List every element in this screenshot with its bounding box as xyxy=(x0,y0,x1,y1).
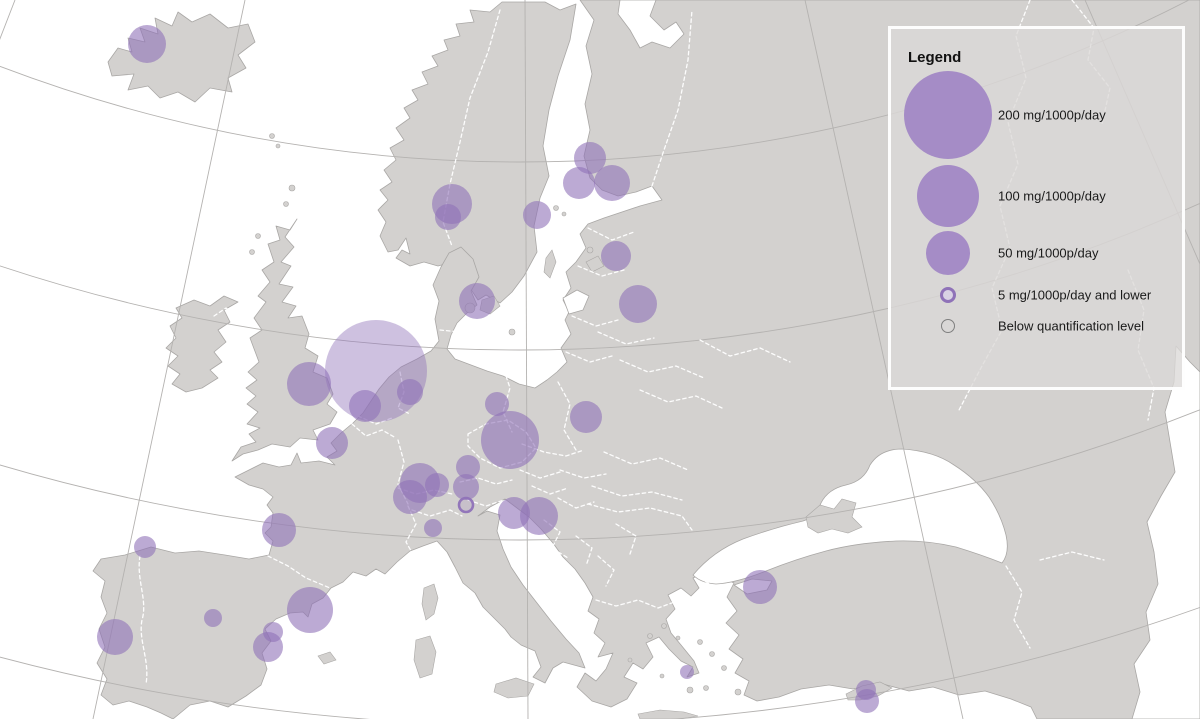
consumption-bubble xyxy=(743,570,777,604)
consumption-bubble xyxy=(393,480,427,514)
consumption-bubble xyxy=(287,587,333,633)
legend-item-label: Below quantification level xyxy=(998,318,1144,334)
aland-2 xyxy=(561,211,567,217)
consumption-bubble xyxy=(316,427,348,459)
consumption-bubble xyxy=(287,362,331,406)
land-scandinavia xyxy=(377,1,577,304)
sardinia xyxy=(413,635,437,679)
consumption-bubble xyxy=(97,619,133,655)
legend-item-label: 5 mg/1000p/day and lower xyxy=(998,287,1152,303)
consumption-bubble xyxy=(563,167,595,199)
land-ireland xyxy=(165,295,239,393)
saaremaa xyxy=(585,255,605,273)
aegean-1 xyxy=(647,633,653,639)
consumption-bubble xyxy=(397,379,423,405)
consumption-bubble xyxy=(574,142,606,174)
hebrides-1 xyxy=(255,233,261,239)
aegean-6 xyxy=(686,686,694,694)
consumption-bubble xyxy=(601,241,631,271)
gotland xyxy=(543,249,557,279)
consumption-bubble xyxy=(435,204,461,230)
hebrides-2 xyxy=(249,249,255,255)
crimea-peninsula xyxy=(805,498,863,534)
legend-item-label: 200 mg/1000p/day xyxy=(998,107,1106,123)
consumption-bubble xyxy=(456,455,480,479)
white-sea xyxy=(617,0,685,49)
aegean-2 xyxy=(661,623,667,629)
legend-filled-circle xyxy=(904,71,992,159)
legend-title: Legend xyxy=(908,49,962,66)
aegean-7 xyxy=(703,685,709,691)
bornholm xyxy=(508,328,516,336)
legend-filled-circle xyxy=(926,231,970,275)
shetland xyxy=(288,184,296,192)
consumption-bubble xyxy=(570,401,602,433)
aegean-4 xyxy=(697,639,703,645)
aegean-3 xyxy=(675,635,681,641)
consumption-bubble xyxy=(485,392,509,416)
aegean-5 xyxy=(709,651,715,657)
consumption-bubble xyxy=(253,632,283,662)
consumption-bubble xyxy=(523,201,551,229)
consumption-bubble xyxy=(855,689,879,713)
caspian-sea xyxy=(1131,345,1200,719)
legend-filled-circle xyxy=(917,165,979,227)
consumption-bubble xyxy=(262,513,296,547)
consumption-bubble xyxy=(619,285,657,323)
orkney xyxy=(283,201,289,207)
legend-item-label: 100 mg/1000p/day xyxy=(998,188,1106,204)
consumption-bubble xyxy=(520,497,558,535)
legend-panel: Legend 200 mg/1000p/day 100 mg/1000p/day 5… xyxy=(888,26,1185,390)
consumption-bubble xyxy=(594,165,630,201)
faroe-2 xyxy=(275,143,281,149)
aegean-10 xyxy=(627,657,633,663)
consumption-bubble xyxy=(349,390,381,422)
legend-item-label: 50 mg/1000p/day xyxy=(998,245,1099,261)
consumption-bubbles xyxy=(97,25,879,713)
aland-1 xyxy=(553,205,559,211)
consumption-bubble xyxy=(453,474,479,500)
consumption-bubble xyxy=(134,536,156,558)
consumption-bubble xyxy=(425,473,449,497)
consumption-bubble xyxy=(424,519,442,537)
consumption-bubble xyxy=(128,25,166,63)
aegean-9 xyxy=(721,665,727,671)
consumption-bubble xyxy=(680,665,694,679)
legend-ring-circle xyxy=(940,287,956,303)
aegean-8 xyxy=(659,673,665,679)
crete xyxy=(637,709,699,719)
hiiumaa xyxy=(586,246,594,254)
consumption-bubble xyxy=(457,496,475,514)
consumption-bubble xyxy=(459,283,495,319)
legend-bql-circle xyxy=(941,319,955,333)
faroe-1 xyxy=(269,133,275,139)
rhodes xyxy=(734,688,742,696)
consumption-bubble xyxy=(204,609,222,627)
consumption-bubble xyxy=(481,411,539,469)
balearics xyxy=(317,651,337,665)
corsica xyxy=(421,583,439,621)
gulf-of-riga xyxy=(562,289,590,315)
